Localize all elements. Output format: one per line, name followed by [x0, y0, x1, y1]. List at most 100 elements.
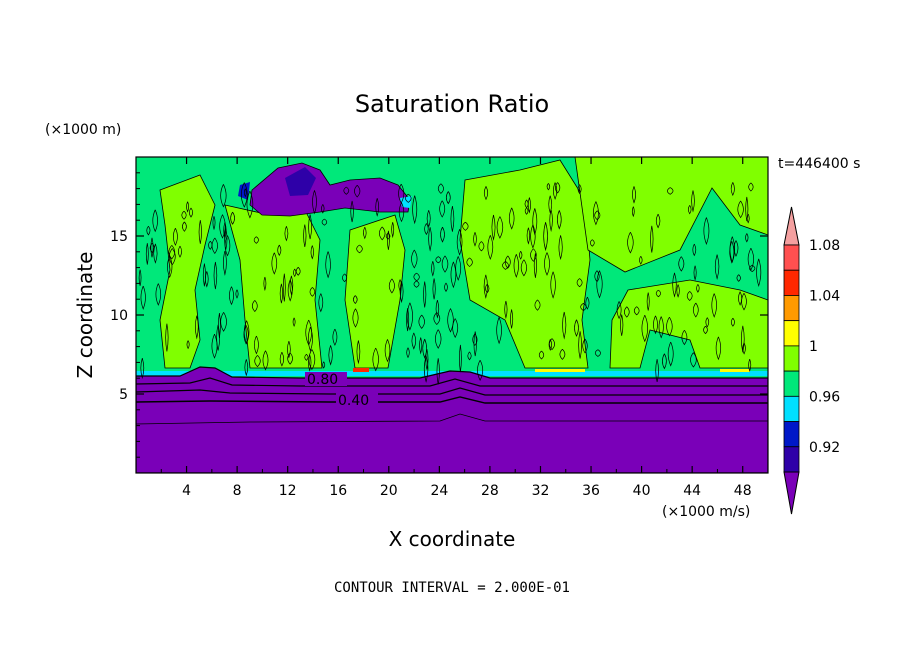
contour-squiggle [632, 186, 636, 204]
contour-squiggle [426, 210, 431, 228]
contour-squiggle [433, 312, 441, 325]
colorbar-label: 1 [809, 339, 818, 355]
contour-squiggle [363, 226, 367, 240]
contour-squiggle [150, 237, 154, 258]
contour-squiggle [195, 315, 199, 340]
contour-squiggle [211, 333, 218, 359]
contour-squiggle [530, 248, 537, 262]
contour-squiggle [146, 225, 151, 236]
contour-squiggle [553, 182, 558, 200]
contour-interval: CONTOUR INTERVAL = 2.000E-01 [334, 580, 570, 596]
contour-squiggle [749, 264, 756, 273]
contour-squiggle [322, 361, 326, 369]
contour-squiggle [411, 249, 418, 269]
contour-squiggle [304, 353, 309, 361]
contour-squiggle [375, 198, 380, 217]
contour-squiggle [692, 302, 699, 318]
contour-squiggle [662, 353, 667, 370]
contour-squiggle [580, 303, 587, 312]
contour-squiggle [279, 283, 283, 304]
contour-squiggle [292, 317, 296, 327]
contour-squiggle [483, 274, 488, 299]
contour-squiggle [308, 214, 312, 240]
contour-squiggle [356, 244, 363, 254]
contour-squiggle [168, 245, 176, 260]
y-tick-label: 15 [110, 229, 128, 245]
contour-squiggle [424, 223, 429, 236]
x-tick-label: 20 [380, 483, 398, 499]
x-tick-label: 8 [233, 483, 242, 499]
contour-squiggle [220, 184, 227, 208]
contour-squiggle [387, 230, 390, 250]
contour-squiggle [550, 271, 556, 299]
contour-squiggle [737, 200, 744, 219]
y-units-label: (×1000 m) [45, 122, 121, 138]
contour-squiggle [428, 227, 432, 252]
contour-squiggle [435, 299, 440, 319]
contour-squiggle [312, 190, 317, 215]
contour-squiggle [558, 235, 563, 261]
contour-squiggle [738, 291, 743, 306]
colorbar-band [783, 395, 800, 422]
contour-squiggle [398, 202, 405, 223]
contour-squiggle [398, 279, 402, 292]
contour-squiggle [243, 320, 250, 345]
contour-labels: 0.80 0.40 [305, 372, 378, 409]
contour-squiggle [254, 355, 261, 368]
contour-squiggle [271, 252, 278, 275]
x-tick-label: 40 [633, 483, 651, 499]
colorbar-label: 0.92 [809, 440, 840, 456]
x-tick-label: 28 [481, 483, 499, 499]
contour-texture [138, 182, 762, 385]
contour-squiggle [186, 201, 190, 213]
contour-squiggle [308, 354, 312, 372]
contour-squiggle [549, 209, 553, 231]
contour-squiggle [746, 213, 750, 224]
contour-squiggle [473, 331, 477, 357]
contour-squiggle [246, 190, 254, 219]
contour-squiggle [384, 339, 391, 363]
contour-squiggle [538, 350, 545, 360]
contour-squiggle [692, 243, 697, 257]
contour-squiggle [534, 299, 541, 311]
colorbar-band [783, 320, 800, 347]
contour-squiggle [655, 213, 661, 229]
colorbar-label: 0.96 [809, 389, 840, 405]
contour-squiggle [736, 274, 741, 282]
contour-squiggle [513, 254, 519, 278]
contour-squiggle [352, 308, 359, 328]
contour-squiggle [293, 268, 297, 278]
contour-squiggle [432, 278, 436, 300]
contour-squiggle [332, 328, 338, 346]
contour-squiggle [467, 351, 472, 361]
contour-squiggle [173, 228, 178, 246]
contour-squiggle [641, 314, 649, 343]
contour-squiggle [447, 308, 454, 333]
contour-squiggle [703, 217, 710, 245]
contour-squiggle [379, 226, 386, 241]
contour-squiggle [262, 350, 269, 371]
contour-squiggle [730, 182, 735, 196]
contour-squiggle [212, 216, 216, 231]
contour-squiggle [218, 313, 221, 338]
contour-squiggle [251, 300, 258, 313]
contour-squiggle [585, 296, 590, 310]
contour-squiggle [295, 267, 301, 276]
x-tick-label: 48 [734, 483, 752, 499]
contour-squiggle [406, 347, 410, 359]
contour-squiggle [667, 341, 674, 367]
contour-squiggle [526, 227, 531, 245]
contour-squiggle [437, 183, 444, 194]
colorbar-band [783, 345, 800, 372]
contour-squiggle [655, 359, 659, 382]
colorbar: 0.92 0.96 1 1.04 1.08 [783, 206, 840, 515]
contour-squiggle [747, 247, 755, 271]
contour-squiggle [425, 349, 429, 370]
contour-squiggle [655, 289, 661, 298]
contour-squiggle [388, 278, 395, 294]
time-label: t=446400 s [778, 156, 860, 172]
contour-squiggle [548, 339, 552, 351]
contour-squiggle [546, 183, 551, 191]
colorbar-band [783, 421, 800, 448]
